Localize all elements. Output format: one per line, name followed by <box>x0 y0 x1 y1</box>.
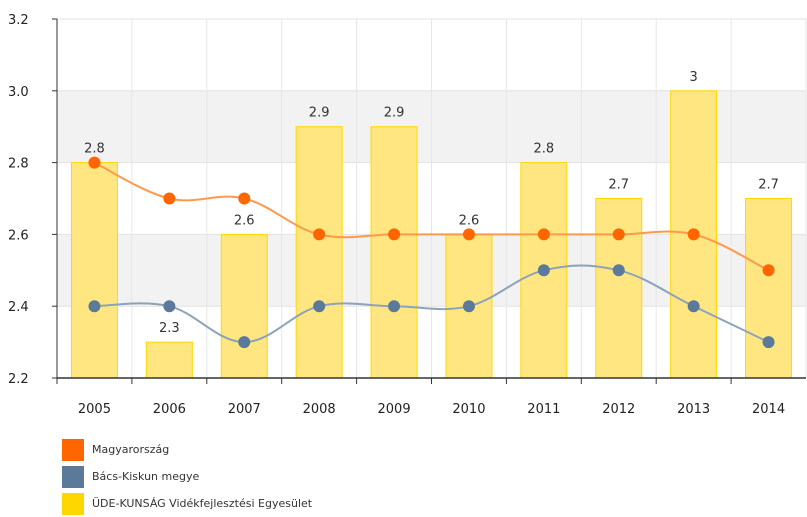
point-1-2014[interactable] <box>762 336 775 349</box>
legend-swatch <box>62 438 84 461</box>
point-0-2014[interactable] <box>762 264 775 277</box>
y-tick-label: 2.6 <box>8 228 29 243</box>
point-1-2010[interactable] <box>462 300 475 313</box>
x-tick-label: 2007 <box>228 402 261 417</box>
point-0-2012[interactable] <box>612 228 625 241</box>
legend-label: Bács-Kiskun megye <box>92 470 200 483</box>
x-tick-label: 2005 <box>78 402 111 417</box>
point-1-2011[interactable] <box>537 264 550 277</box>
bar-2005[interactable] <box>70 162 118 379</box>
point-1-2013[interactable] <box>687 300 700 313</box>
point-1-2008[interactable] <box>313 300 326 313</box>
x-tick-label: 2014 <box>752 402 785 417</box>
legend-item-ude-kunsag[interactable]: ÜDE-KUNSÁG Vidékfejlesztési Egyesület <box>62 490 312 517</box>
y-tick-label: 2.4 <box>8 300 29 315</box>
point-0-2011[interactable] <box>537 228 550 241</box>
legend-swatch <box>62 492 84 515</box>
legend-label: Magyarország <box>92 443 170 456</box>
point-1-2012[interactable] <box>612 264 625 277</box>
bar-2006[interactable] <box>145 341 193 379</box>
point-0-2006[interactable] <box>163 192 176 205</box>
bar-data-label: 2.7 <box>758 178 779 193</box>
bar-data-label: 2.6 <box>459 213 480 228</box>
point-0-2009[interactable] <box>388 228 401 241</box>
x-axis-ticks: 2005 2006 2007 2008 2009 2010 2011 2012 2013 2014 <box>56 378 785 417</box>
x-tick-label: 2012 <box>602 402 635 417</box>
bar-2012[interactable] <box>595 198 643 379</box>
y-tick-label: 3.0 <box>8 85 29 100</box>
point-0-2005[interactable] <box>88 156 101 169</box>
series-line-1 <box>94 264 769 344</box>
x-tick-label: 2008 <box>303 402 336 417</box>
legend: Magyarország Bács-Kiskun megye ÜDE-KUNSÁ… <box>62 436 312 517</box>
point-1-2005[interactable] <box>88 300 101 313</box>
y-tick-label: 3.2 <box>8 13 29 28</box>
bar-2009[interactable] <box>370 126 418 379</box>
y-tick-label: 2.2 <box>8 372 29 387</box>
bar-data-label: 2.6 <box>234 213 255 228</box>
point-0-2008[interactable] <box>313 228 326 241</box>
bar-data-label: 2.9 <box>384 106 405 121</box>
bar-2008[interactable] <box>295 126 343 379</box>
point-0-2010[interactable] <box>462 228 475 241</box>
legend-label: ÜDE-KUNSÁG Vidékfejlesztési Egyesület <box>92 497 313 510</box>
legend-item-magyarorszag[interactable]: Magyarország <box>62 436 312 463</box>
point-1-2007[interactable] <box>238 336 251 349</box>
series-line-0 <box>94 161 769 272</box>
x-tick-label: 2009 <box>378 402 411 417</box>
bar-data-label: 2.9 <box>309 106 330 121</box>
bar-2014[interactable] <box>745 198 793 379</box>
bar-data-label: 2.8 <box>534 142 555 157</box>
y-tick-label: 2.8 <box>8 157 29 172</box>
point-0-2007[interactable] <box>238 192 251 205</box>
bar-data-label: 2.7 <box>608 178 629 193</box>
bar-data-label: 2.3 <box>159 321 180 336</box>
legend-item-bacs-kiskun[interactable]: Bács-Kiskun megye <box>62 463 312 490</box>
bar-2007[interactable] <box>220 233 268 379</box>
data-labels: 2.8 2.3 2.6 2.9 2.9 2.6 2.8 2.7 3 2.7 <box>84 70 779 336</box>
y-axis-ticks: 2.2 2.4 2.6 2.8 3.0 3.2 <box>8 13 57 387</box>
bar-data-label: 2.8 <box>84 142 105 157</box>
x-tick-label: 2006 <box>153 402 186 417</box>
bar-data-label: 3 <box>690 70 698 85</box>
line-series <box>88 156 775 349</box>
point-1-2006[interactable] <box>163 300 176 313</box>
x-tick-label: 2011 <box>527 402 560 417</box>
point-0-2013[interactable] <box>687 228 700 241</box>
x-tick-label: 2010 <box>452 402 485 417</box>
legend-swatch <box>62 465 84 488</box>
point-1-2009[interactable] <box>388 300 401 313</box>
x-tick-label: 2013 <box>677 402 710 417</box>
